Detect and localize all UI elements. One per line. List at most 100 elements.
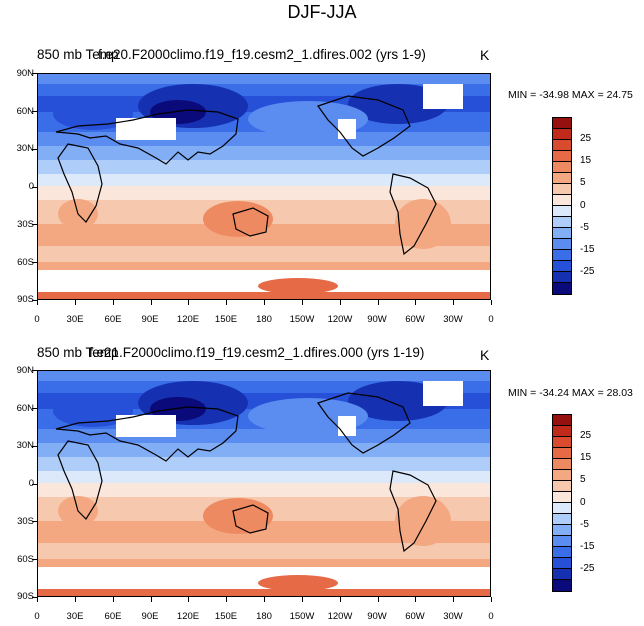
coastline <box>55 406 239 462</box>
lon-label: 90W <box>367 611 387 622</box>
coastline <box>317 95 411 157</box>
lon-label: 90W <box>367 314 387 325</box>
colorbar-swatch <box>553 426 571 437</box>
colorbar-swatch <box>553 239 571 250</box>
field-patch <box>53 395 133 427</box>
colorbar-swatch <box>553 206 571 217</box>
axis-tick <box>32 110 37 112</box>
field-band <box>38 471 490 483</box>
colorbar-swatch <box>553 514 571 525</box>
colorbar-tick-label: -25 <box>580 563 595 574</box>
lon-label: 0 <box>34 314 40 325</box>
colorbar-swatch <box>553 481 571 492</box>
panel1-case: f.e20.F2000climo.f19_f19.cesm2_1.dfires.… <box>98 47 426 62</box>
colorbar-swatch <box>553 184 571 195</box>
colorbar-swatch <box>553 569 571 580</box>
field-band <box>38 429 490 443</box>
axis-tick <box>32 262 37 264</box>
field-band <box>38 146 490 160</box>
panel2-minmax: MIN = -34.24 MAX = 28.03 <box>508 387 633 399</box>
lon-label: 60E <box>104 611 122 622</box>
field-patch <box>116 118 176 140</box>
colorbar-swatch <box>553 129 571 140</box>
panel1-minmax: MIN = -34.98 MAX = 24.75 <box>508 89 633 101</box>
lon-label: 150E <box>214 314 238 325</box>
field-band <box>38 160 490 174</box>
axis-tick <box>377 597 379 602</box>
field-patch <box>53 98 133 130</box>
coastline <box>57 143 103 223</box>
field-band <box>38 186 490 200</box>
coastline <box>57 440 103 520</box>
lat-label: 90S <box>17 294 34 305</box>
field-patch <box>338 416 356 436</box>
colorbar-swatch <box>553 415 571 426</box>
colorbar-swatch <box>553 162 571 173</box>
lat-label: 30S <box>17 516 34 527</box>
panel1-map <box>37 73 491 300</box>
colorbar-swatch <box>553 547 571 558</box>
axis-tick <box>453 597 455 602</box>
axis-tick <box>32 483 37 485</box>
colorbar-swatch <box>553 272 571 283</box>
lon-label: 150E <box>214 611 238 622</box>
field-band <box>38 224 490 246</box>
axis-tick <box>32 407 37 409</box>
axis-tick <box>32 73 37 74</box>
lon-label: 30W <box>443 611 463 622</box>
lon-label: 90E <box>141 611 159 622</box>
field-patch <box>203 498 273 534</box>
axis-tick <box>32 521 37 523</box>
field-patch <box>116 415 176 437</box>
colorbar-tick-label: 15 <box>580 155 592 166</box>
panel2-variable: 850 mb Temp <box>37 345 119 360</box>
colorbar-swatch <box>553 217 571 228</box>
axis-tick <box>74 597 76 602</box>
axis-tick <box>32 224 37 226</box>
lon-label: 90E <box>141 314 159 325</box>
field-patch <box>423 84 463 109</box>
panel1-variable: 850 mb Temp <box>37 47 119 62</box>
axis-tick <box>301 597 303 602</box>
axis-tick <box>37 300 38 305</box>
axis-tick <box>74 300 76 305</box>
field-band <box>38 74 490 84</box>
field-band <box>38 443 490 457</box>
field-patch <box>395 496 451 546</box>
lat-label: 60S <box>17 257 34 268</box>
lat-label: 60S <box>17 554 34 565</box>
colorbar-swatch <box>553 536 571 547</box>
axis-tick <box>226 300 228 305</box>
axis-tick <box>339 300 341 305</box>
axis-tick <box>32 445 37 447</box>
axis-tick <box>339 597 341 602</box>
lat-label: 60N <box>16 403 34 414</box>
axis-tick <box>264 597 265 602</box>
lon-label: 60E <box>104 314 122 325</box>
axis-tick <box>264 300 265 305</box>
panel1-map-field <box>38 74 490 299</box>
coastline <box>55 109 239 165</box>
lon-label: 120E <box>176 611 200 622</box>
colorbar-tick-label: -15 <box>580 244 595 255</box>
field-band <box>38 457 490 471</box>
figure-title: DJF-JJA <box>287 2 357 22</box>
lon-label: 180 <box>256 611 272 622</box>
colorbar-swatch <box>553 173 571 184</box>
lat-label: 90N <box>16 68 34 79</box>
colorbar-swatch <box>553 261 571 272</box>
colorbar-swatch <box>553 151 571 162</box>
field-band <box>38 543 490 559</box>
lat-label: 30N <box>16 440 34 451</box>
lon-label: 30E <box>66 314 84 325</box>
field-patch <box>203 201 273 237</box>
lon-label: 120W <box>327 314 353 325</box>
coastline <box>389 470 437 553</box>
axis-tick <box>301 300 303 305</box>
colorbar-tick-label: 15 <box>580 452 592 463</box>
coastline <box>389 173 437 256</box>
field-band <box>38 483 490 497</box>
lon-label: 120W <box>327 611 353 622</box>
lat-label: 0 <box>4 181 34 192</box>
axis-tick <box>415 300 417 305</box>
